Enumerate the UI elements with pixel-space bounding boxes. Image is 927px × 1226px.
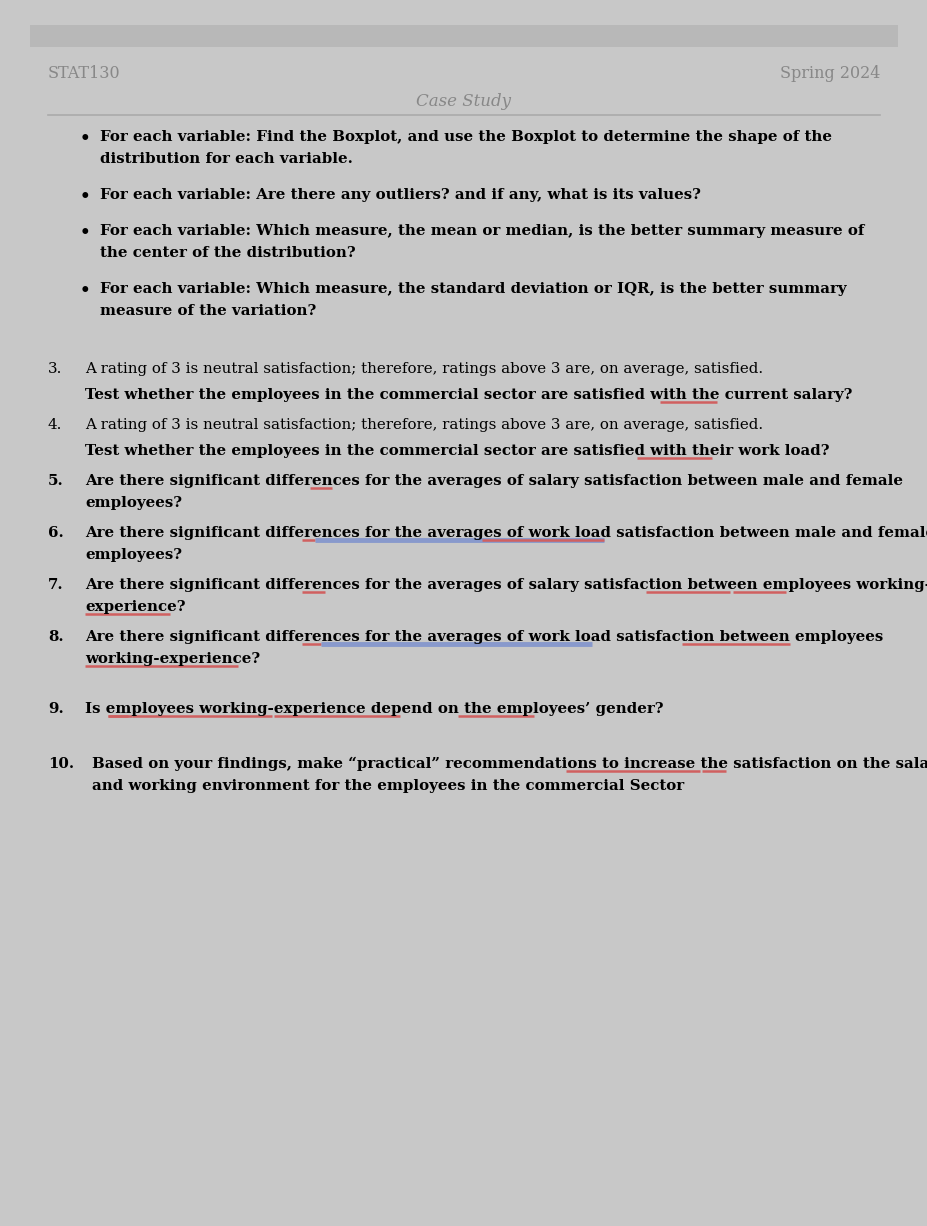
Text: •: • <box>80 188 91 205</box>
Text: STAT130: STAT130 <box>48 65 121 82</box>
Text: Are there significant differences for the averages of work load satisfaction bet: Are there significant differences for th… <box>85 526 927 539</box>
Text: 8.: 8. <box>48 630 64 644</box>
Text: For each variable: Which measure, the standard deviation or IQR, is the better s: For each variable: Which measure, the st… <box>100 282 845 295</box>
Text: Spring 2024: Spring 2024 <box>779 65 879 82</box>
Text: Are there significant differences for the averages of salary satisfaction betwee: Are there significant differences for th… <box>85 474 902 488</box>
Text: Test whether the employees in the commercial sector are satisfied with their wor: Test whether the employees in the commer… <box>85 444 829 459</box>
Text: Are there significant differences for the averages of salary satisfaction betwee: Are there significant differences for th… <box>85 577 927 592</box>
Text: distribution for each variable.: distribution for each variable. <box>100 152 352 166</box>
Text: For each variable: Which measure, the mean or median, is the better summary meas: For each variable: Which measure, the me… <box>100 224 863 238</box>
Text: A rating of 3 is neutral satisfaction; therefore, ratings above 3 are, on averag: A rating of 3 is neutral satisfaction; t… <box>85 418 762 432</box>
Text: •: • <box>80 130 91 147</box>
Text: Test whether the employees in the commercial sector are satisfied with the curre: Test whether the employees in the commer… <box>85 387 852 402</box>
Text: Based on your findings, make “practical” recommendations to increase the satisfa: Based on your findings, make “practical”… <box>92 756 927 771</box>
Text: 10.: 10. <box>48 756 74 771</box>
Text: For each variable: Find the Boxplot, and use the Boxplot to determine the shape : For each variable: Find the Boxplot, and… <box>100 130 832 143</box>
Text: working-experience?: working-experience? <box>85 652 260 666</box>
Text: 7.: 7. <box>48 577 64 592</box>
Text: •: • <box>80 282 91 299</box>
Text: 6.: 6. <box>48 526 64 539</box>
Text: Is employees working-experience depend on the employees’ gender?: Is employees working-experience depend o… <box>85 702 663 716</box>
Text: experience?: experience? <box>85 600 185 614</box>
Text: measure of the variation?: measure of the variation? <box>100 304 316 318</box>
Text: and working environment for the employees in the commercial Sector: and working environment for the employee… <box>92 779 683 793</box>
Text: 5.: 5. <box>48 474 64 488</box>
Text: 3.: 3. <box>48 362 62 376</box>
Text: 9.: 9. <box>48 702 64 716</box>
Text: A rating of 3 is neutral satisfaction; therefore, ratings above 3 are, on averag: A rating of 3 is neutral satisfaction; t… <box>85 362 762 376</box>
Bar <box>30 25 897 47</box>
Text: Are there significant differences for the averages of work load satisfaction bet: Are there significant differences for th… <box>85 630 883 644</box>
Text: For each variable: Are there any outliers? and if any, what is its values?: For each variable: Are there any outlier… <box>100 188 700 202</box>
Text: employees?: employees? <box>85 497 182 510</box>
Text: the center of the distribution?: the center of the distribution? <box>100 246 355 260</box>
Text: 4.: 4. <box>48 418 62 432</box>
Text: Case Study: Case Study <box>416 93 511 110</box>
Text: •: • <box>80 224 91 242</box>
Text: employees?: employees? <box>85 548 182 562</box>
